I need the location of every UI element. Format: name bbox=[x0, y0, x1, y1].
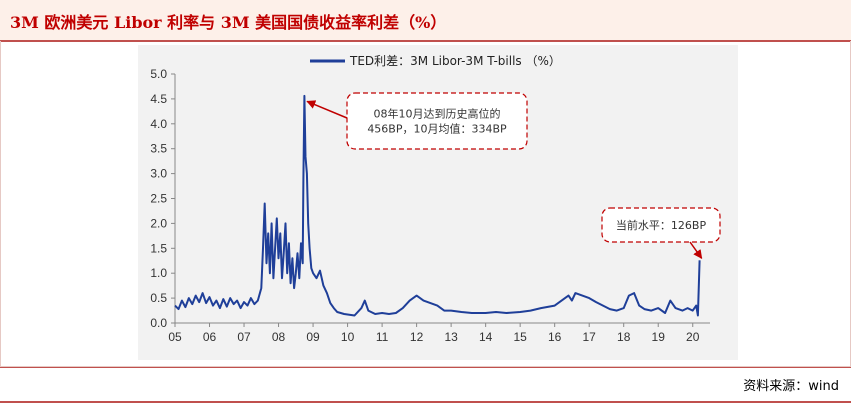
annotation-box bbox=[346, 92, 528, 150]
x-tick-label: 17 bbox=[583, 330, 597, 344]
source-note: 资料来源：wind bbox=[743, 379, 839, 394]
annotation-2: 当前水平：126BP bbox=[601, 207, 721, 259]
legend-label: TED利差：3M Libor-3M T-bills （%） bbox=[349, 54, 561, 68]
source-band: 资料来源：wind bbox=[0, 367, 851, 403]
legend: TED利差：3M Libor-3M T-bills （%） bbox=[310, 54, 561, 68]
x-tick-label: 18 bbox=[617, 330, 631, 344]
title-band: 3M 欧洲美元 Libor 利率与 3M 美国国债收益率利差（%） bbox=[0, 0, 851, 42]
y-tick-label: 4.5 bbox=[150, 92, 167, 106]
y-tick-label: 3.0 bbox=[150, 167, 167, 181]
x-tick-label: 05 bbox=[168, 330, 182, 344]
x-tick-label: 11 bbox=[376, 330, 389, 344]
x-tick-label: 20 bbox=[686, 330, 700, 344]
annotation-1: 08年10月达到历史高位的 456BP，10月均值：334BP bbox=[306, 92, 528, 150]
annotation-text: 456BP，10月均值：334BP bbox=[367, 123, 507, 136]
y-tick-label: 5.0 bbox=[150, 67, 167, 81]
annotation-arrow bbox=[689, 241, 703, 259]
y-tick-label: 1.0 bbox=[150, 266, 167, 280]
y-tick-label: 2.5 bbox=[150, 192, 167, 206]
y-tick-label: 0.5 bbox=[150, 291, 167, 305]
y-tick-label: 3.5 bbox=[150, 142, 167, 156]
annotation-text: 08年10月达到历史高位的 bbox=[374, 107, 501, 121]
y-tick-label: 4.0 bbox=[150, 117, 167, 131]
x-tick-label: 19 bbox=[652, 330, 666, 344]
plot-background bbox=[138, 45, 738, 360]
ted-spread-line bbox=[174, 94, 701, 317]
y-tick-label: 2.0 bbox=[150, 216, 167, 230]
x-tick-label: 15 bbox=[513, 330, 527, 344]
annotation-box bbox=[601, 207, 721, 243]
y-tick-label: 1.5 bbox=[150, 241, 167, 255]
x-tick-label: 09 bbox=[306, 330, 320, 344]
x-tick-label: 10 bbox=[341, 330, 355, 344]
x-tick-label: 13 bbox=[444, 330, 458, 344]
x-tick-label: 08 bbox=[272, 330, 286, 344]
chart-title: 3M 欧洲美元 Libor 利率与 3M 美国国债收益率利差（%） bbox=[10, 13, 447, 32]
y-tick-label: 0.0 bbox=[150, 316, 167, 330]
x-tick-label: 14 bbox=[479, 330, 493, 344]
annotation-arrow bbox=[306, 100, 348, 119]
x-tick-label: 12 bbox=[410, 330, 424, 344]
x-tick-label: 16 bbox=[548, 330, 562, 344]
ted-spread-chart: 0.0 0.5 1.0 1.5 2.0 2.5 3.0 3.5 4.0 4.5 5.0 05 06 07 0… bbox=[138, 45, 738, 360]
x-tick-label: 06 bbox=[203, 330, 217, 344]
x-tick-label: 07 bbox=[237, 330, 251, 344]
annotation-text: 当前水平：126BP bbox=[616, 218, 707, 232]
